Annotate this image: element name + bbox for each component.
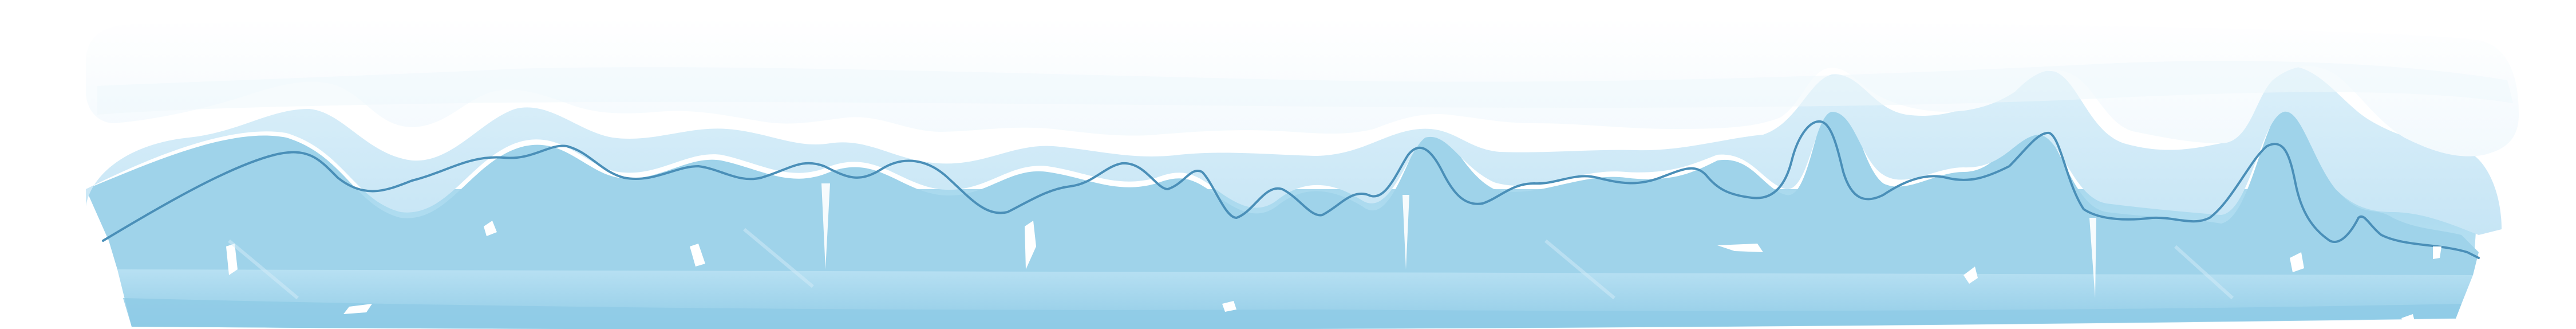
ice-shards xyxy=(226,221,2441,323)
icicle xyxy=(1402,195,1409,269)
ice-shard xyxy=(343,304,372,314)
icicles xyxy=(821,183,2096,298)
ice-texture xyxy=(228,228,2234,300)
ice-shard xyxy=(2401,314,2415,323)
ice-shard xyxy=(2433,246,2441,259)
ice-shard xyxy=(1963,267,1978,284)
ice-streak xyxy=(1544,239,1615,300)
ice-streak xyxy=(743,228,814,288)
ice-shard xyxy=(1222,301,1236,312)
ice-streak xyxy=(2174,245,2234,300)
ice-shard xyxy=(226,244,238,275)
ice-ridge-outline xyxy=(102,120,2480,259)
ice-shard xyxy=(690,244,705,267)
ice-shard xyxy=(1025,221,1036,269)
ice-shard xyxy=(2290,252,2304,272)
ice-shard xyxy=(1717,244,1763,252)
ice-shard xyxy=(484,221,497,236)
ice-deep-band xyxy=(86,102,2479,275)
snow-shading xyxy=(97,61,2513,115)
ice-streak xyxy=(228,239,299,300)
icicle xyxy=(821,183,830,269)
icicle xyxy=(2089,218,2096,298)
ice-bottom-band xyxy=(123,298,2462,329)
